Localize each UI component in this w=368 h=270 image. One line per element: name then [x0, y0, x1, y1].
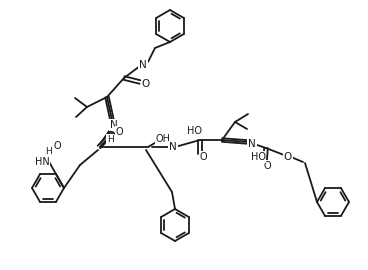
Text: H: H: [107, 134, 113, 143]
Text: N: N: [110, 120, 118, 130]
Text: N: N: [139, 60, 147, 70]
Text: O: O: [284, 152, 292, 162]
Text: N: N: [169, 142, 177, 152]
Text: O: O: [199, 152, 207, 162]
Text: O: O: [115, 127, 123, 137]
Text: O: O: [263, 161, 271, 171]
Text: O: O: [53, 141, 61, 151]
Text: HN: HN: [35, 157, 49, 167]
Text: H: H: [45, 147, 52, 156]
Text: HO: HO: [251, 152, 265, 162]
Text: HO: HO: [187, 126, 202, 136]
Text: N: N: [248, 139, 256, 149]
Text: OH: OH: [156, 134, 170, 144]
Text: O: O: [142, 79, 150, 89]
